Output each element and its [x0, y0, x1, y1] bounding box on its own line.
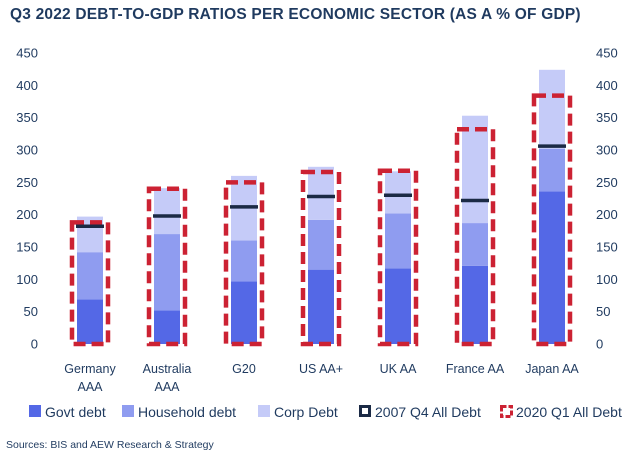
x-category-label: France AA: [446, 362, 505, 376]
y-tick-label-left: 100: [16, 272, 38, 287]
y-tick-label-right: 100: [596, 272, 618, 287]
y-axis-left: 0 50 100 150 200 250 300 350 400 450: [16, 46, 38, 352]
x-category-label: Australia: [143, 362, 192, 376]
marker-2020-q1-box: [300, 169, 342, 347]
x-category-label: Germany: [64, 362, 116, 376]
corp-debt-segment: [462, 115, 488, 224]
y-tick-label-left: 150: [16, 240, 38, 255]
chart-title: Q3 2022 DEBT-TO-GDP RATIOS PER ECONOMIC …: [10, 6, 581, 23]
marker-2020-q1-box: [377, 168, 419, 347]
govt-debt-segment: [385, 268, 411, 344]
y-tick-label-left: 400: [16, 78, 38, 93]
legend-swatch: [29, 405, 41, 417]
corp-debt-segment: [154, 188, 180, 235]
legend-label: 2020 Q1 All Debt: [516, 404, 622, 420]
x-category-label: US AA+: [299, 362, 343, 376]
marker-2020-q1-box: [223, 180, 265, 347]
legend-dashbox-2020: [500, 405, 513, 418]
x-category-label: AAA: [77, 380, 103, 394]
y-tick-label-left: 250: [16, 175, 38, 190]
legend-label: Govt debt: [45, 404, 106, 420]
bars-group: [69, 69, 573, 347]
y-tick-label-right: 200: [596, 207, 618, 222]
legend-label: 2007 Q4 All Debt: [375, 404, 481, 420]
legend-label: Corp Debt: [274, 404, 338, 420]
x-category-label: AAA: [154, 380, 180, 394]
marker-2020-q1-box: [146, 186, 188, 347]
y-tick-label-left: 450: [16, 46, 38, 61]
x-category-label: Japan AA: [525, 362, 579, 376]
legend-box-2007: [359, 405, 371, 417]
govt-debt-segment: [308, 269, 334, 344]
y-tick-label-left: 350: [16, 110, 38, 125]
source-note: Sources: BIS and AEW Research & Strategy: [6, 439, 214, 451]
y-tick-label-right: 0: [596, 337, 603, 352]
household-debt-segment: [308, 219, 334, 270]
x-category-label: UK AA: [380, 362, 417, 376]
household-debt-segment: [154, 234, 180, 311]
y-tick-label-right: 50: [596, 304, 610, 319]
household-debt-segment: [77, 252, 103, 300]
govt-debt-segment: [539, 191, 565, 344]
y-tick-label-right: 250: [596, 175, 618, 190]
household-debt-segment: [539, 148, 565, 192]
y-tick-label-right: 350: [596, 110, 618, 125]
govt-debt-segment: [154, 310, 180, 344]
govt-debt-segment: [462, 265, 488, 344]
y-tick-label-right: 150: [596, 240, 618, 255]
corp-debt-segment: [308, 166, 334, 220]
marker-2020-q1-box: [454, 127, 496, 347]
y-tick-label-left: 50: [24, 304, 38, 319]
category-labels: Germany AAA Australia AAA G20 US AA+ UK AA Fran…: [64, 362, 579, 394]
marker-2020-q1-box: [531, 93, 573, 347]
y-tick-label-left: 0: [31, 337, 38, 352]
x-category-label: G20: [232, 362, 256, 376]
y-tick-label-left: 200: [16, 207, 38, 222]
legend-swatch: [258, 405, 270, 417]
household-debt-segment: [231, 240, 257, 282]
corp-debt-segment: [385, 171, 411, 214]
legend-swatch: [122, 405, 134, 417]
household-debt-segment: [462, 223, 488, 266]
y-tick-label-left: 300: [16, 143, 38, 158]
y-tick-label-right: 400: [596, 78, 618, 93]
household-debt-segment: [385, 213, 411, 269]
govt-debt-segment: [77, 299, 103, 344]
legend-label: Household debt: [138, 404, 236, 420]
y-tick-label-right: 450: [596, 46, 618, 61]
corp-debt-segment: [539, 69, 565, 149]
govt-debt-segment: [231, 281, 257, 344]
y-tick-label-right: 300: [596, 143, 618, 158]
y-axis-right: 0 50 100 150 200 250 300 350 400 450: [596, 46, 618, 352]
legend: Govt debt Household debt Corp Debt 2007 Q4 …: [29, 404, 622, 420]
marker-2020-q1-box: [69, 220, 111, 347]
